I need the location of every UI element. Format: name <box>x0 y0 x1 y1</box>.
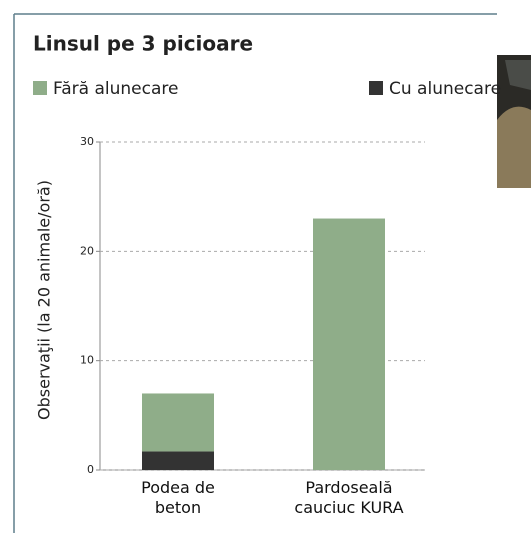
y-tick-label: 0 <box>87 463 94 476</box>
photo-detail <box>497 107 531 188</box>
y-tick-label: 20 <box>80 244 94 257</box>
legend-label: Cu alunecare <box>389 79 501 99</box>
chart-title: Linsul pe 3 picioare <box>33 32 253 56</box>
y-tick-label: 10 <box>80 354 94 367</box>
chart: Linsul pe 3 picioare Observaţii (la 20 a… <box>0 0 531 533</box>
legend-swatch <box>33 81 47 95</box>
bar-segment <box>313 219 385 470</box>
bar-segment <box>142 451 214 470</box>
x-tick-label: Pardoseală cauciuc KURA <box>279 478 419 518</box>
bar-segment <box>142 393 214 451</box>
page: {"chart_data": {"type": "stacked-bar", "… <box>0 0 531 533</box>
x-tick-label: Podea de beton <box>133 478 223 518</box>
y-tick-label: 30 <box>80 135 94 148</box>
legend-label: Fără alunecare <box>53 79 178 99</box>
y-axis-label: Observaţii (la 20 animale/oră) <box>35 180 54 420</box>
legend-swatch <box>369 81 383 95</box>
